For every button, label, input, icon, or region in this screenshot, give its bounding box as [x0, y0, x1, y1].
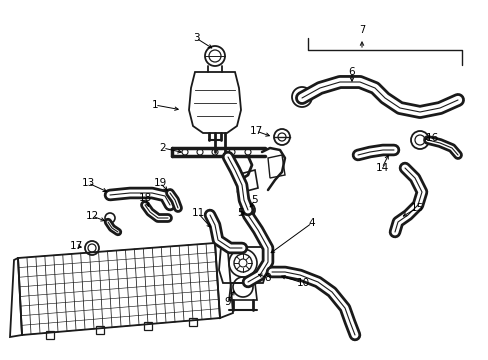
Text: 15: 15	[409, 203, 423, 213]
Text: 12: 12	[85, 211, 99, 221]
Text: 13: 13	[81, 178, 95, 188]
Text: 1: 1	[151, 100, 158, 110]
Text: 5: 5	[236, 208, 243, 218]
Text: 2: 2	[160, 143, 166, 153]
Text: 4: 4	[308, 218, 315, 228]
Text: 3: 3	[192, 33, 199, 43]
Bar	[143, 322, 152, 330]
Bar	[96, 326, 104, 334]
Text: 11: 11	[191, 208, 204, 218]
Text: 19: 19	[153, 178, 166, 188]
Bar	[189, 318, 197, 326]
Text: 6: 6	[348, 67, 355, 77]
Text: 17: 17	[249, 126, 262, 136]
Text: 18: 18	[138, 193, 151, 203]
Text: 8: 8	[264, 273, 271, 283]
Text: 5: 5	[251, 195, 258, 205]
Text: 7: 7	[358, 25, 365, 35]
Text: 17: 17	[69, 241, 82, 251]
Text: 10: 10	[296, 278, 309, 288]
Text: 9: 9	[224, 297, 231, 307]
Text: 16: 16	[425, 133, 438, 143]
Text: 14: 14	[375, 163, 388, 173]
Bar	[46, 330, 54, 339]
